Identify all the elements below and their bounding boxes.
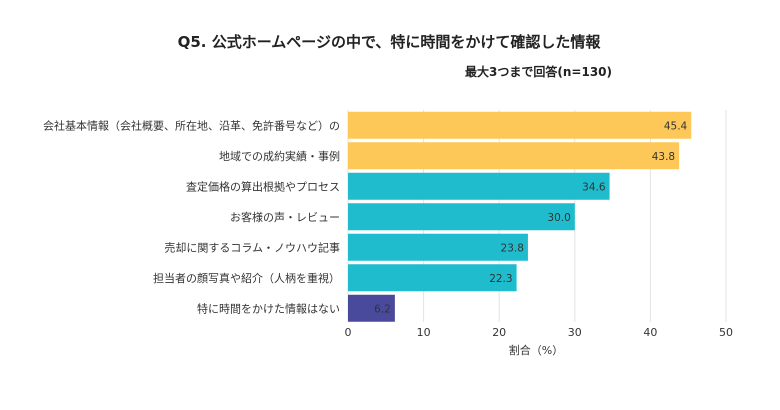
x-tick-label: 10 xyxy=(417,326,431,339)
x-axis-ticks: 0 10 20 30 40 50 xyxy=(345,326,734,339)
bar xyxy=(348,203,575,231)
category-label: 会社基本情報（会社概要、所在地、沿革、免許番号など）の xyxy=(43,118,340,132)
bars xyxy=(348,111,692,322)
category-label: 査定価格の算出根拠やプロセス xyxy=(186,179,340,193)
chart-title: Q5. 公式ホームページの中で、特に時間をかけて確認した情報 xyxy=(178,33,602,51)
category-label: 売却に関するコラム・ノウハウ記事 xyxy=(164,240,340,254)
data-label: 22.3 xyxy=(489,273,512,285)
bar xyxy=(348,233,528,261)
data-label: 23.8 xyxy=(501,242,524,254)
category-labels: 会社基本情報（会社概要、所在地、沿革、免許番号など）の地域での成約実績・事例査定… xyxy=(43,118,340,315)
x-axis-label: 割合（%） xyxy=(509,343,563,357)
chart-subtitle: 最大3つまで回答(n=130) xyxy=(465,64,612,79)
x-tick-label: 30 xyxy=(568,326,582,339)
bar xyxy=(348,142,680,170)
category-label: 地域での成約実績・事例 xyxy=(219,149,340,163)
category-label: 特に時間をかけた情報はない xyxy=(197,301,340,315)
x-tick-label: 20 xyxy=(492,326,506,339)
bar xyxy=(348,264,517,292)
data-label: 30.0 xyxy=(547,212,570,224)
x-tick-label: 40 xyxy=(643,326,657,339)
x-tick-label: 50 xyxy=(719,326,733,339)
data-label: 34.6 xyxy=(582,181,606,193)
data-label: 6.2 xyxy=(374,303,391,315)
category-label: お客様の声・レビュー xyxy=(230,210,340,224)
bar xyxy=(348,294,395,322)
data-labels: 45.4 43.8 34.6 30.0 23.8 22.3 6.2 xyxy=(374,120,687,315)
data-label: 43.8 xyxy=(652,151,675,163)
bar xyxy=(348,172,610,200)
data-label: 45.4 xyxy=(664,120,688,132)
x-tick-label: 0 xyxy=(345,326,352,339)
category-label: 担当者の顔写真や紹介（人柄を重視） xyxy=(153,271,340,285)
bar xyxy=(348,111,692,139)
